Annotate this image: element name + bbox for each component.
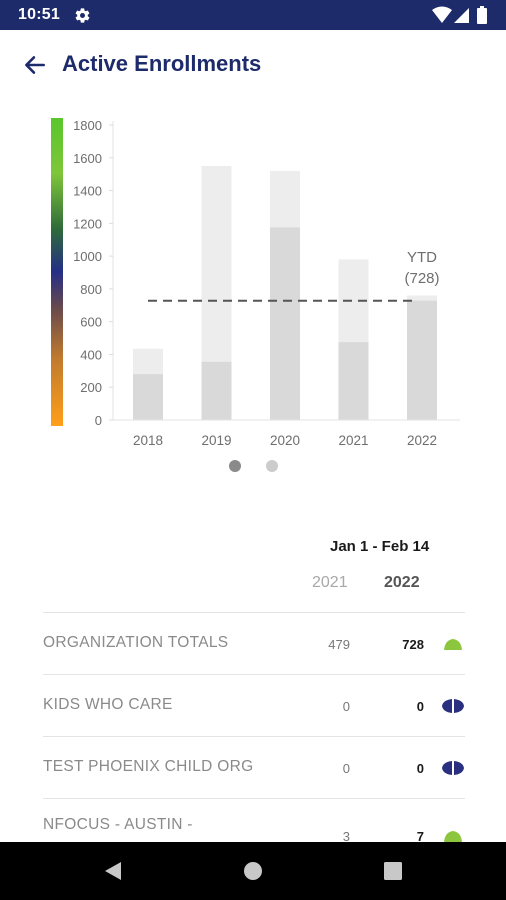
row-cur-value: 0 (416, 761, 424, 776)
recents-nav-icon[interactable] (383, 861, 403, 881)
battery-icon (477, 6, 487, 24)
x-tick-label: 2021 (338, 433, 368, 448)
y-tick-label: 800 (80, 282, 102, 297)
row-prev-value: 479 (328, 637, 350, 652)
table-row[interactable]: TEST PHOENIX CHILD ORG 0 0 (43, 736, 465, 798)
y-tick-label: 600 (80, 315, 102, 330)
bars (133, 165, 437, 420)
system-nav-bar (0, 842, 506, 900)
row-cur-value: 728 (402, 637, 424, 652)
row-name: TEST PHOENIX CHILD ORG (43, 758, 254, 775)
page-indicator (0, 460, 506, 474)
y-tick-label: 1200 (73, 216, 102, 231)
row-prev-value: 0 (342, 761, 350, 776)
row-name: ORGANIZATION TOTALS (43, 634, 229, 651)
y-tick-label: 1800 (73, 118, 102, 133)
x-tick-label: 2018 (133, 433, 163, 448)
color-scale-bar (51, 118, 63, 426)
wifi-icon (432, 6, 452, 23)
x-tick-label: 2022 (407, 433, 437, 448)
signal-icon (454, 8, 469, 23)
arrow-left-icon[interactable] (22, 52, 48, 78)
trend-up-icon (444, 831, 462, 842)
settings-icon (75, 8, 90, 23)
table-row[interactable]: NFOCUS - AUSTIN - 3 7 (43, 798, 465, 842)
bar-ytd-2020 (270, 227, 300, 420)
row-cur-value: 0 (416, 699, 424, 714)
trend-up-icon (444, 639, 462, 650)
pager-dot-1[interactable] (229, 460, 241, 472)
row-name: NFOCUS - AUSTIN - (43, 816, 193, 833)
trend-flat-icon (442, 699, 464, 713)
trend-flat-icon (442, 761, 464, 775)
bar-ytd-2019 (201, 361, 232, 420)
page-title: Active Enrollments (62, 51, 262, 76)
row-prev-value: 3 (342, 829, 350, 842)
row-prev-value: 0 (342, 699, 350, 714)
x-tick-label: 2020 (270, 433, 300, 448)
y-tick-label: 1600 (73, 151, 102, 166)
y-tick-label: 200 (80, 380, 102, 395)
row-name: KIDS WHO CARE (43, 696, 173, 713)
y-tick-label: 1000 (73, 249, 102, 264)
bar-ytd-2021 (338, 342, 369, 420)
column-header-prev: 2021 (312, 574, 348, 591)
column-header-cur: 2022 (384, 574, 420, 591)
bar-ytd-2022 (407, 300, 437, 420)
back-nav-icon[interactable] (103, 861, 123, 881)
pager-dot-2[interactable] (266, 460, 278, 472)
bar-ytd-2018 (133, 374, 163, 420)
ytd-label-line2: (728) (404, 270, 439, 287)
y-tick-label: 0 (95, 413, 102, 428)
ytd-label-line1: YTD (407, 249, 437, 266)
x-tick-label: 2019 (201, 433, 231, 448)
table-row[interactable]: KIDS WHO CARE 0 0 (43, 674, 465, 736)
y-axis: 0 200 400 600 800 1000 1200 1400 1600 1800 (73, 118, 114, 428)
x-axis: 2018 2019 2020 2021 2022 (113, 419, 460, 448)
home-nav-icon[interactable] (243, 861, 263, 881)
status-time: 10:51 (18, 6, 60, 23)
status-icons (432, 6, 492, 24)
period-label: Jan 1 - Feb 14 (330, 538, 430, 555)
status-bar: 10:51 (0, 0, 506, 30)
app-bar: Active Enrollments (0, 30, 506, 100)
content-area: 0 200 400 600 800 1000 1200 1400 1600 1800 2018 20… (0, 100, 506, 842)
y-tick-label: 1400 (73, 184, 102, 199)
row-cur-value: 7 (416, 829, 424, 842)
table-row[interactable]: ORGANIZATION TOTALS 479 728 (43, 612, 465, 674)
y-tick-label: 400 (80, 347, 102, 362)
